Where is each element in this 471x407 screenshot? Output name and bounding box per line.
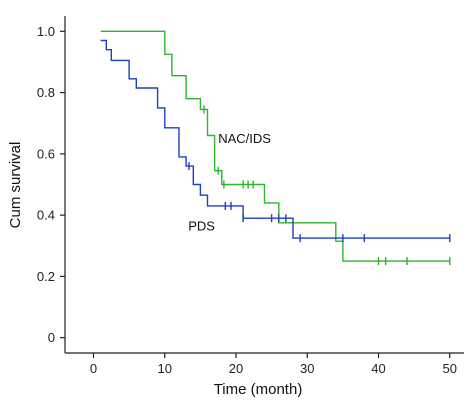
x-axis-title: Time (month)	[214, 381, 303, 398]
labels-layer: Time (month) Cum survival NAC/IDS PDS	[7, 131, 302, 398]
series-line-pds	[100, 39, 450, 239]
y-tick-label: 0.4	[37, 208, 55, 223]
y-tick-label: 1.0	[37, 24, 55, 39]
series-annotation: PDS	[188, 218, 215, 233]
axes	[64, 16, 464, 354]
x-tick-label: 30	[300, 361, 314, 376]
series-line-nac-ids	[100, 30, 450, 262]
x-tick-label: 20	[229, 361, 243, 376]
x-tick-label: 0	[90, 361, 97, 376]
x-tick-label: 50	[443, 361, 457, 376]
series-layer	[100, 30, 451, 266]
x-tick-label: 40	[371, 361, 385, 376]
x-tick-label: 10	[158, 361, 172, 376]
y-tick-label: 0.2	[37, 269, 55, 284]
y-axis-title: Cum survival	[7, 142, 24, 229]
series-annotation: NAC/IDS	[218, 131, 271, 146]
y-tick-label: 0.6	[37, 146, 55, 161]
tick-marks: 0 10 20 30 40 50 0 0.2 0.4 0.6 0.8 1.0	[37, 24, 457, 376]
y-tick-label: 0	[48, 330, 55, 345]
y-tick-label: 0.8	[37, 85, 55, 100]
